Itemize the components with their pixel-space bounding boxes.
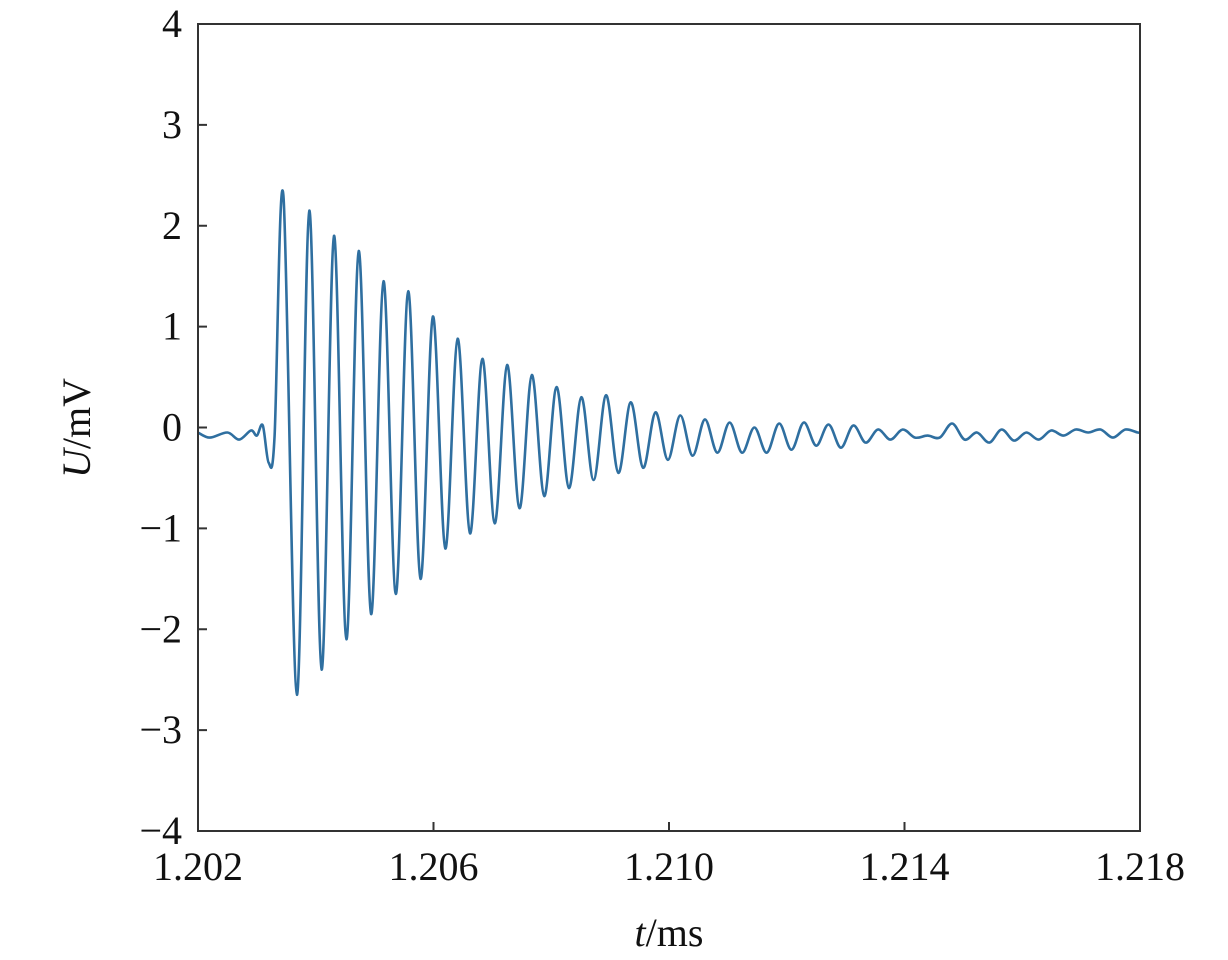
y-tick-label: 3	[162, 102, 182, 147]
x-tick-label: 1.210	[624, 844, 714, 889]
signal-line	[197, 189, 1141, 697]
y-tick-label: −4	[139, 808, 182, 853]
y-tick-label: −3	[139, 707, 182, 752]
y-tick-label: 0	[162, 405, 182, 450]
y-axis-label: U/mV	[54, 378, 99, 478]
y-tick-label: 1	[162, 304, 182, 349]
x-tick-label: 1.202	[153, 844, 243, 889]
y-tick-label: −1	[139, 505, 182, 550]
y-tick-label: 4	[162, 1, 182, 46]
y-tick-label: 2	[162, 203, 182, 248]
x-axis-ticks: 1.202 1.206 1.210 1.214 1.218	[153, 822, 1185, 889]
x-axis-label: t/ms	[635, 910, 704, 955]
x-tick-label: 1.206	[389, 844, 479, 889]
plot-area	[197, 23, 1141, 832]
y-tick-label: −2	[139, 606, 182, 651]
x-tick-label: 1.214	[860, 844, 950, 889]
x-tick-label: 1.218	[1095, 844, 1185, 889]
y-axis-ticks: 4 3 2 1 0 −1 −2 −3 −4	[139, 1, 207, 853]
